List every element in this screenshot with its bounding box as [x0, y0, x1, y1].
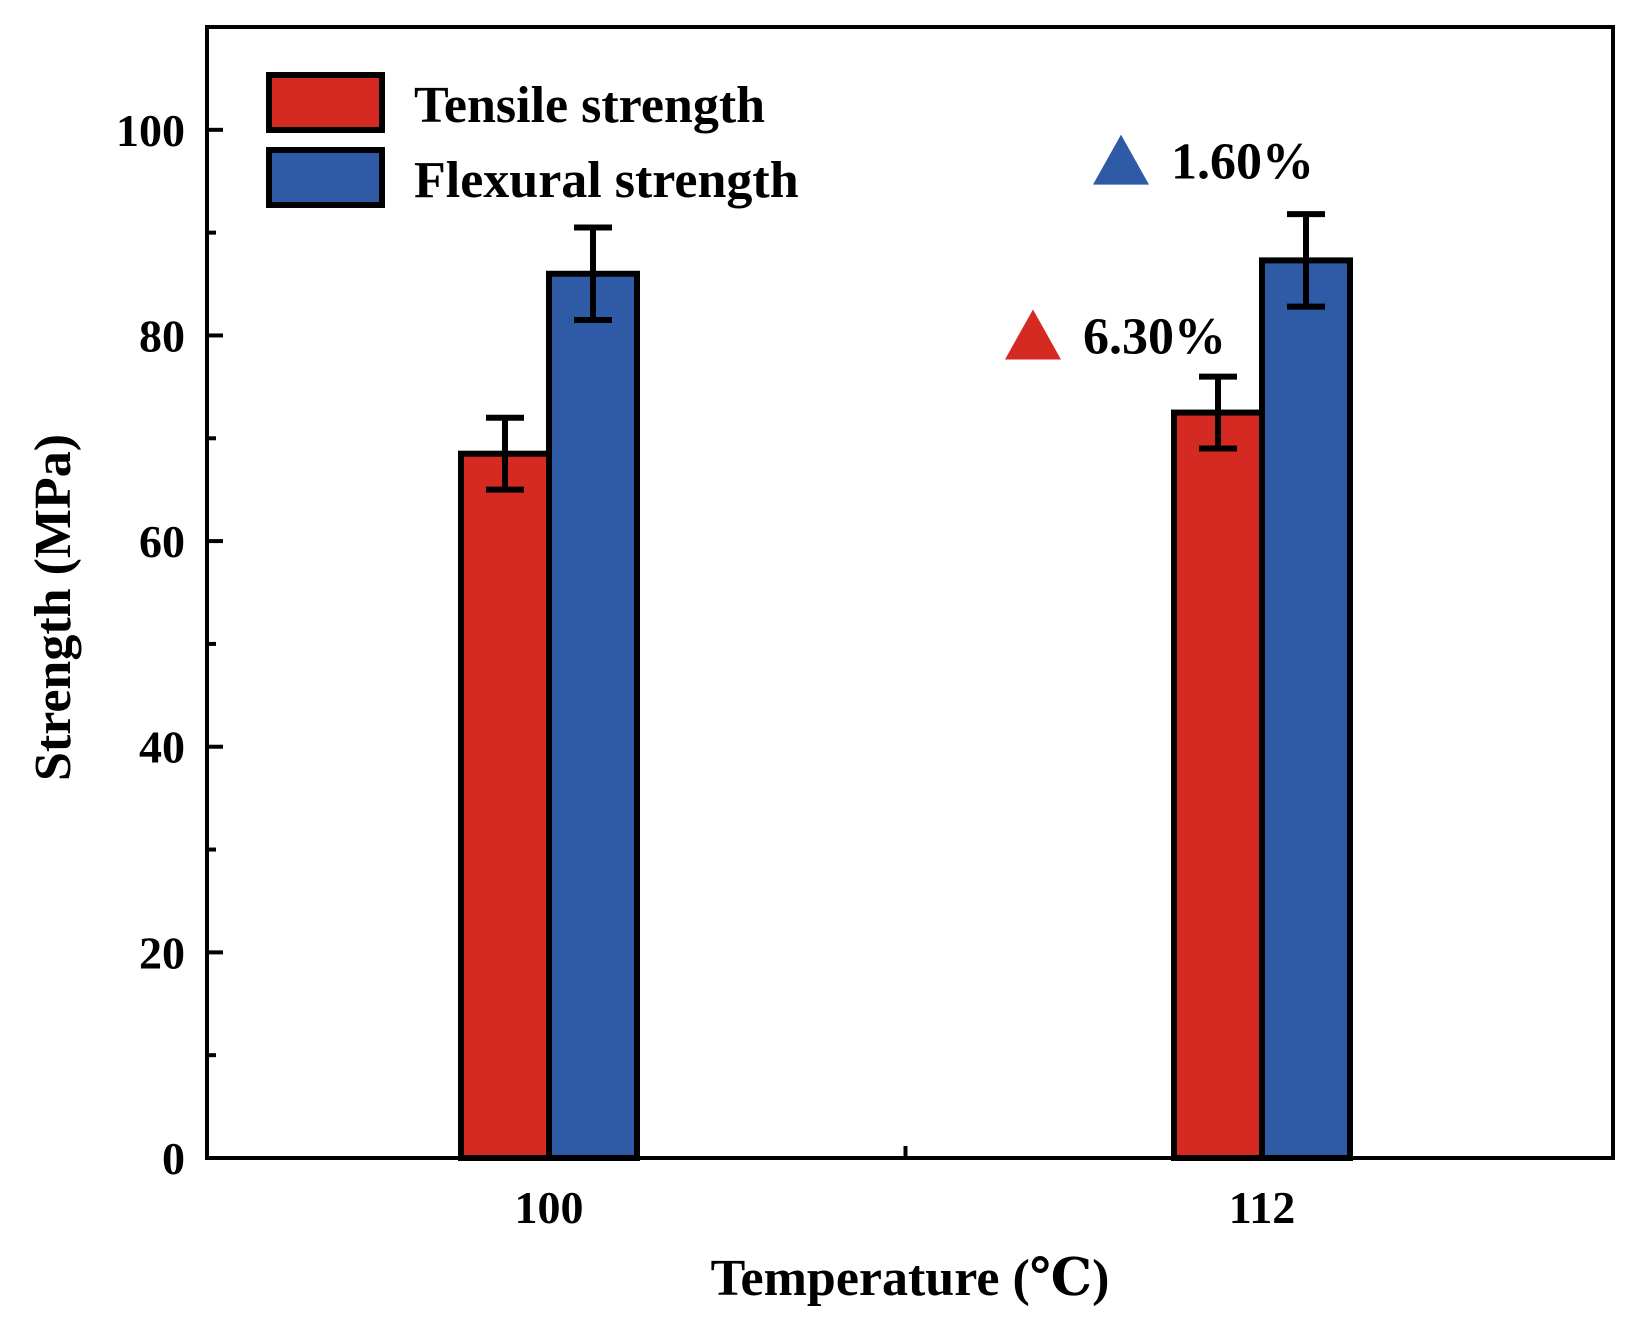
annotation-text: 1.60%: [1171, 134, 1314, 191]
bar: [458, 450, 552, 1162]
y-tick-label: 80: [139, 310, 185, 361]
bar: [1171, 409, 1265, 1161]
legend: Tensile strength Flexural strength: [266, 72, 799, 209]
annotation-text: 6.30%: [1083, 308, 1226, 365]
up-triangle-icon: [1093, 134, 1149, 185]
error-bar: [1199, 373, 1237, 452]
x-axis: 100 112: [515, 1146, 1295, 1233]
legend-entry: Tensile strength: [266, 72, 765, 134]
up-triangle-icon: [1005, 309, 1061, 360]
annotations-layer: 6.30% 1.60%: [1005, 134, 1314, 365]
error-bar: [574, 224, 612, 324]
legend-label: Flexural strength: [414, 152, 799, 209]
annotation: 1.60%: [1093, 134, 1314, 191]
bar: [1259, 257, 1353, 1161]
y-axis-label: Strength (MPa): [25, 434, 82, 781]
x-axis-label: Temperature (℃): [711, 1250, 1110, 1307]
plot-frame: [205, 25, 1615, 1160]
y-tick-label: 20: [139, 927, 185, 978]
x-tick-label: 112: [1229, 1182, 1295, 1233]
error-bars-layer: [486, 211, 1325, 493]
y-tick-label: 60: [139, 516, 185, 567]
legend-entry: Flexural strength: [266, 147, 799, 209]
y-tick-label: 40: [139, 722, 185, 773]
error-bar: [1287, 211, 1325, 310]
y-tick-label: 100: [116, 105, 185, 156]
annotation: 6.30%: [1005, 308, 1226, 365]
error-bar: [486, 414, 524, 493]
legend-swatch: [266, 72, 385, 133]
legend-swatch: [266, 147, 385, 208]
x-tick-label: 100: [515, 1182, 584, 1233]
y-tick-label: 0: [162, 1133, 185, 1184]
bar: [546, 270, 640, 1162]
y-axis: 0 20 40 60 80 100: [116, 25, 223, 1184]
legend-label: Tensile strength: [414, 77, 765, 134]
